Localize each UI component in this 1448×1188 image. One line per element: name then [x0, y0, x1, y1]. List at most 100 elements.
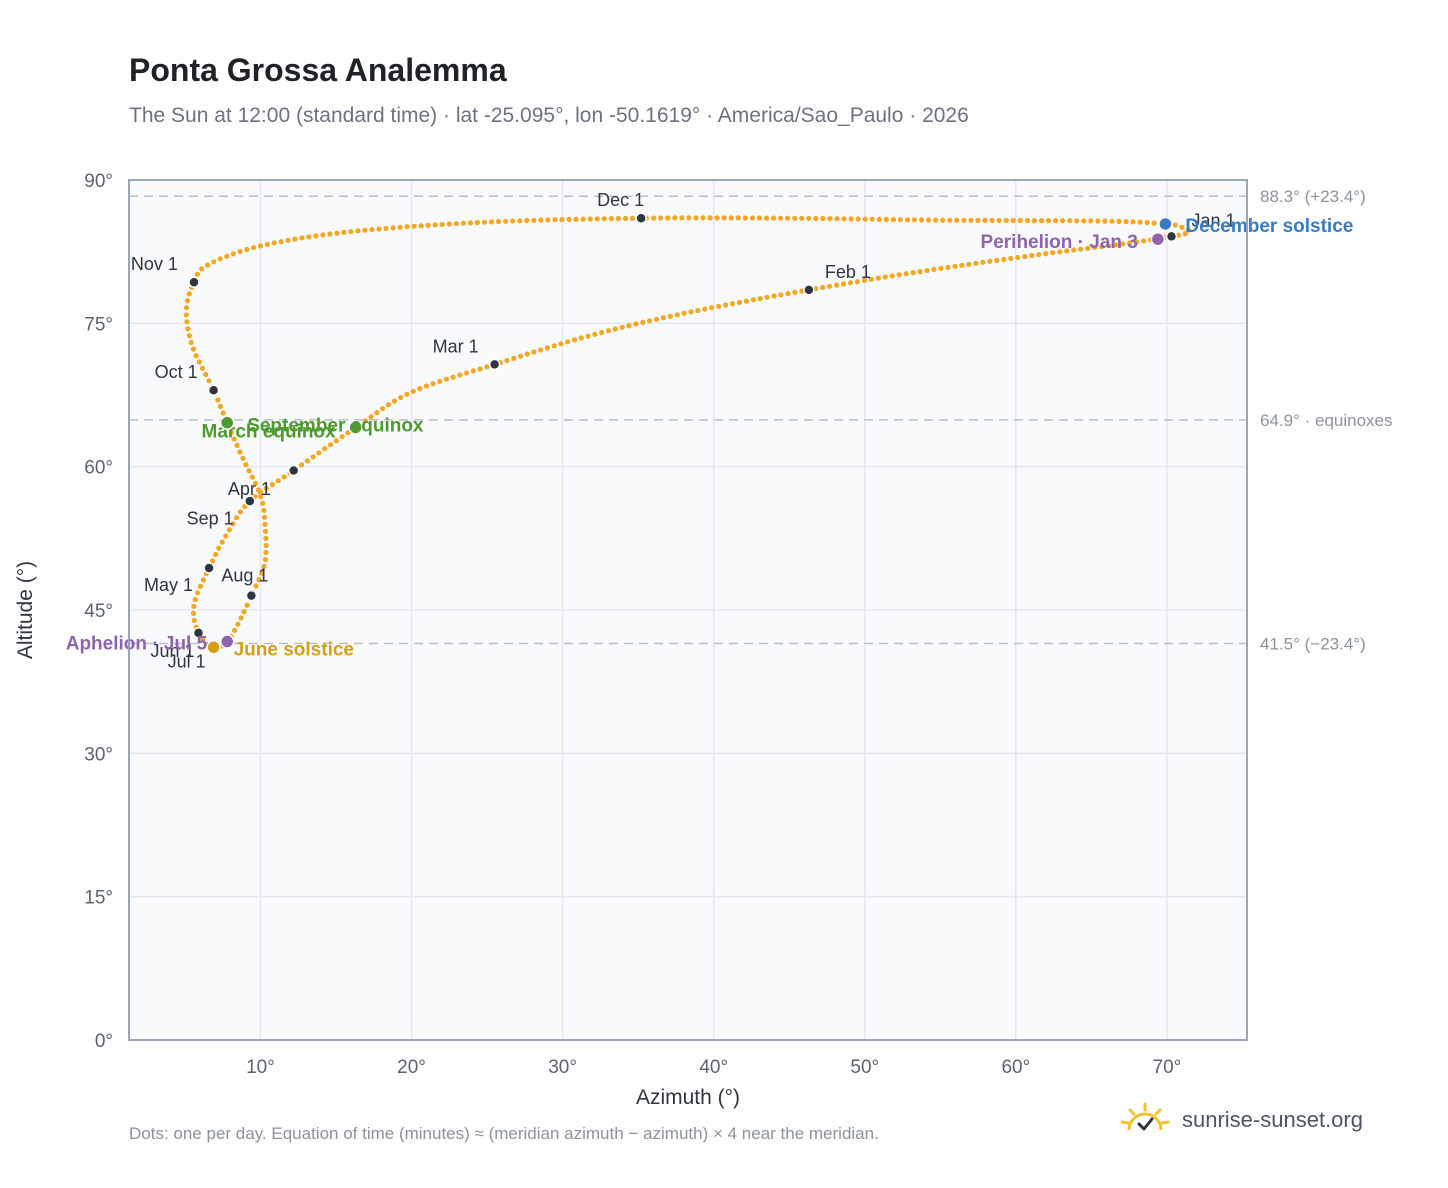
month-marker — [635, 212, 647, 224]
day-dot — [226, 527, 232, 533]
day-dot — [1092, 244, 1098, 250]
day-dot — [1053, 218, 1059, 224]
day-dot — [183, 305, 190, 311]
month-marker-label: Jun 1 — [150, 641, 194, 661]
brand: sunrise-sunset.org — [1120, 1102, 1363, 1138]
day-dot — [238, 615, 244, 621]
event-markers: December solstice Perihelion · Jan 3 March… — [66, 216, 1354, 660]
day-dot — [470, 368, 476, 374]
day-dot — [813, 215, 819, 222]
day-dot — [714, 215, 720, 221]
day-dot — [933, 217, 939, 223]
day-dot — [425, 222, 431, 228]
day-dot — [524, 351, 530, 357]
y-tick-label: 75° — [84, 314, 113, 335]
y-tick-label: 0° — [95, 1031, 113, 1052]
day-dot — [601, 216, 607, 222]
day-dot — [750, 297, 756, 303]
day-dot — [261, 514, 268, 520]
day-dot — [792, 215, 798, 221]
day-dot — [334, 230, 340, 236]
day-dot — [271, 240, 277, 246]
day-dot — [235, 621, 241, 627]
day-dot — [848, 216, 854, 222]
day-dot — [355, 228, 361, 234]
month-marker — [203, 562, 215, 574]
day-dot — [531, 217, 537, 223]
day-dot — [700, 215, 706, 221]
month-marker-label: Mar 1 — [433, 336, 479, 356]
day-dot — [263, 485, 269, 491]
day-dot — [544, 345, 551, 351]
day-dot — [261, 507, 267, 513]
day-dot — [615, 215, 622, 222]
day-dot — [756, 215, 763, 221]
day-dot — [647, 318, 653, 324]
day-dot — [903, 271, 909, 277]
day-dot — [1134, 239, 1140, 245]
day-dot — [503, 218, 509, 224]
day-dot — [398, 394, 404, 401]
day-dot — [1179, 224, 1185, 230]
day-dot — [1078, 246, 1084, 252]
month-marker-label: Feb 1 — [825, 262, 871, 282]
x-tick-label: 30° — [548, 1057, 577, 1078]
day-dot — [770, 215, 777, 221]
day-dot — [1010, 217, 1016, 224]
day-dot — [320, 232, 326, 238]
day-dot — [1137, 219, 1143, 225]
day-dot — [186, 333, 192, 339]
day-dot — [439, 221, 445, 227]
month-marker-label: May 1 — [144, 575, 193, 595]
day-dot — [230, 251, 236, 257]
day-dot — [1113, 242, 1119, 248]
day-dot — [362, 418, 368, 424]
day-dot — [1050, 250, 1056, 256]
day-dot — [1151, 220, 1157, 226]
day-dot — [1001, 256, 1007, 262]
day-dot — [496, 218, 502, 225]
day-dot — [735, 215, 741, 221]
day-dot — [257, 243, 263, 249]
day-dot — [443, 376, 449, 382]
day-dot — [397, 224, 403, 230]
chart-subtitle: The Sun at 12:00 (standard time) · lat -… — [129, 104, 969, 127]
day-dot — [721, 215, 727, 221]
day-dot — [626, 323, 632, 329]
day-dot — [199, 266, 205, 272]
day-dot — [369, 227, 375, 233]
day-dot — [191, 603, 197, 609]
day-dot — [612, 326, 618, 332]
day-dot — [552, 217, 558, 223]
day-dot — [924, 267, 930, 274]
day-dot — [538, 347, 544, 353]
day-dot — [237, 509, 243, 515]
day-dot — [223, 533, 229, 539]
day-dot — [252, 480, 259, 487]
day-dot — [313, 233, 319, 239]
event-label: September equinox — [247, 416, 424, 437]
day-dot — [1071, 247, 1077, 253]
day-dot — [911, 217, 918, 223]
day-dot — [517, 353, 524, 359]
day-dot — [688, 309, 694, 315]
day-dot — [1085, 245, 1091, 251]
day-dot — [249, 474, 255, 480]
day-dot — [806, 215, 812, 221]
day-dot — [231, 436, 237, 442]
day-dot — [233, 515, 240, 521]
day-dot — [1022, 253, 1028, 260]
day-dot — [707, 215, 713, 221]
day-dot — [785, 291, 791, 297]
day-dot — [217, 403, 224, 410]
day-dot — [1106, 243, 1112, 249]
day-dot — [504, 357, 510, 364]
month-marker — [488, 358, 501, 371]
brand-text: sunrise-sunset.org — [1182, 1107, 1363, 1132]
day-dot — [380, 406, 386, 412]
day-dot — [594, 216, 600, 222]
day-dot — [861, 277, 868, 283]
day-dot — [605, 328, 612, 334]
day-dot — [1185, 227, 1191, 233]
day-dot — [889, 273, 895, 279]
